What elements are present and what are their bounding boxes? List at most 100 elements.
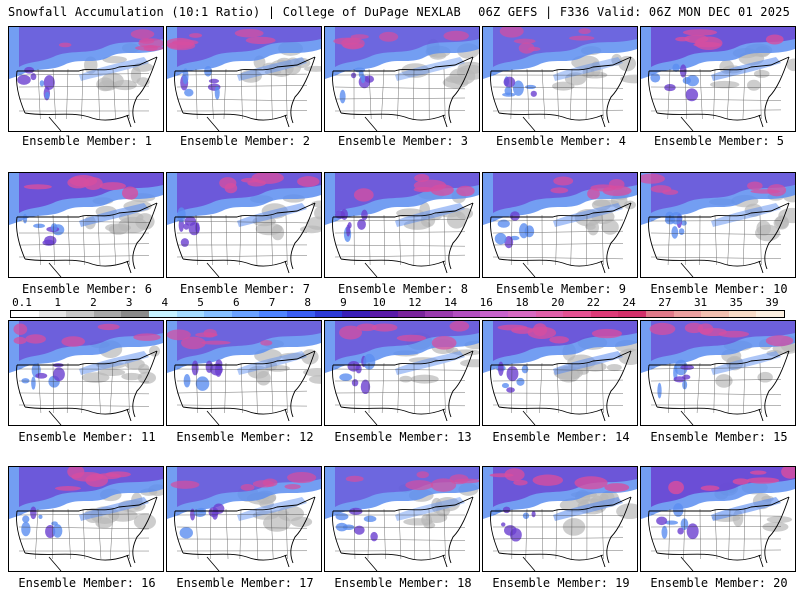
ensemble-member-map	[8, 320, 164, 426]
colorbar-tick-label: 22	[586, 296, 601, 309]
colorbar-segment	[756, 311, 785, 317]
colorbar-tick-label: 12	[408, 296, 422, 309]
ensemble-member-label: Ensemble Member: 13	[334, 430, 472, 444]
snowfall-map-icon	[167, 27, 321, 131]
colorbar-tick-label: 7	[268, 296, 276, 309]
ensemble-member-map	[640, 320, 796, 426]
colorbar-segment	[452, 311, 481, 317]
ensemble-member-map	[482, 320, 638, 426]
colorbar-segment	[673, 311, 702, 317]
ensemble-member-map	[482, 466, 638, 572]
ensemble-member-label: Ensemble Member: 1	[21, 134, 153, 148]
ensemble-member-map	[324, 26, 480, 132]
ensemble-member-map	[8, 466, 164, 572]
snowfall-map-icon	[9, 173, 163, 277]
snowfall-map-icon	[167, 321, 321, 425]
ensemble-member-map	[324, 172, 480, 278]
snowfall-map-icon	[325, 321, 479, 425]
snowfall-map-icon	[9, 467, 163, 571]
colorbar-labels: 0.1 1 2 3 4 5 6 7 8 9 10 12 14 16 18 20 22 24 27 31 35 39	[10, 296, 785, 309]
ensemble-member-map	[166, 26, 322, 132]
colorbar-segment	[480, 311, 508, 317]
colorbar-segment	[314, 311, 343, 317]
ensemble-member-label: Ensemble Member: 20	[650, 576, 788, 590]
colorbar-segment	[425, 311, 453, 317]
ensemble-member-label: Ensemble Member: 4	[495, 134, 627, 148]
ensemble-member-label: Ensemble Member: 10	[650, 282, 788, 296]
colorbar-segment	[149, 311, 177, 317]
ensemble-member-label: Ensemble Member: 19	[492, 576, 630, 590]
ensemble-member-map	[640, 172, 796, 278]
colorbar-tick-label: 6	[232, 296, 240, 309]
ensemble-member-label: Ensemble Member: 2	[179, 134, 311, 148]
colorbar-segment	[231, 311, 260, 317]
colorbar-tick-label: 2	[90, 296, 97, 309]
colorbar-segment	[535, 311, 564, 317]
snowfall-map-icon	[641, 173, 795, 277]
run-info: 06Z GEFS | F336 Valid: 06Z MON DEC 01 20…	[478, 5, 790, 19]
snowfall-map-icon	[167, 173, 321, 277]
colorbar-segment	[121, 311, 150, 317]
ensemble-member-map	[482, 26, 638, 132]
colorbar-tick-label: 0.1	[12, 296, 32, 309]
ensemble-member-label: Ensemble Member: 7	[179, 282, 311, 296]
ensemble-member-label: Ensemble Member: 15	[650, 430, 788, 444]
ensemble-member-label: Ensemble Member: 8	[337, 282, 469, 296]
colorbar-tick-label: 16	[479, 296, 493, 309]
colorbar-tick-label: 24	[622, 296, 636, 309]
colorbar-segment	[11, 311, 39, 317]
ensemble-member-map	[640, 26, 796, 132]
snowfall-map-icon	[483, 27, 637, 131]
colorbar-segment	[590, 311, 619, 317]
ensemble-member-map	[166, 466, 322, 572]
snowfall-map-icon	[167, 467, 321, 571]
ensemble-member-label: Ensemble Member: 6	[21, 282, 153, 296]
colorbar-tick-label: 35	[729, 296, 743, 309]
ensemble-member-label: Ensemble Member: 16	[18, 576, 156, 590]
ensemble-member-map	[8, 172, 164, 278]
colorbar-segment	[701, 311, 729, 317]
ensemble-member-label: Ensemble Member: 12	[176, 430, 314, 444]
colorbar-segment	[507, 311, 536, 317]
ensemble-member-label: Ensemble Member: 17	[176, 576, 314, 590]
map-title: Snowfall Accumulation (10:1 Ratio) | Col…	[8, 5, 461, 19]
snowfall-map-icon	[9, 27, 163, 131]
colorbar-segment	[176, 311, 205, 317]
colorbar-segment	[38, 311, 67, 317]
colorbar-tick-label: 27	[658, 296, 672, 309]
ensemble-member-label: Ensemble Member: 18	[334, 576, 472, 590]
ensemble-member-map	[324, 466, 480, 572]
colorbar-segment	[397, 311, 426, 317]
colorbar-tick-label: 31	[693, 296, 708, 309]
colorbar-segment	[204, 311, 232, 317]
colorbar-segment	[93, 311, 122, 317]
ensemble-member-label: Ensemble Member: 5	[653, 134, 785, 148]
colorbar-segment	[342, 311, 370, 317]
colorbar-segment	[646, 311, 674, 317]
colorbar-segment	[563, 311, 591, 317]
colorbar-segment	[259, 311, 288, 317]
snowfall-map-icon	[641, 321, 795, 425]
colorbar-tick-label: 3	[125, 296, 133, 309]
colorbar-tick-label: 18	[515, 296, 529, 309]
ensemble-member-map	[166, 172, 322, 278]
colorbar-tick-label: 10	[372, 296, 386, 309]
ensemble-member-label: Ensemble Member: 14	[492, 430, 630, 444]
colorbar-tick-label: 14	[443, 296, 458, 309]
ensemble-member-map	[482, 172, 638, 278]
colorbar-tick-label: 20	[551, 296, 565, 309]
colorbar-tick-label: 8	[304, 296, 312, 309]
colorbar-segment	[728, 311, 757, 317]
ensemble-member-label: Ensemble Member: 3	[337, 134, 469, 148]
ensemble-member-map	[640, 466, 796, 572]
snowfall-map-icon	[483, 173, 637, 277]
snowfall-map-icon	[325, 467, 479, 571]
colorbar-tick-label: 9	[340, 296, 347, 309]
snowfall-map-icon	[641, 27, 795, 131]
snowfall-map-icon	[9, 321, 163, 425]
colorbar-tick-label: 5	[197, 296, 204, 309]
snowfall-colorbar	[10, 310, 785, 318]
colorbar-segment	[618, 311, 647, 317]
ensemble-member-label: Ensemble Member: 11	[18, 430, 156, 444]
colorbar-segment	[287, 311, 315, 317]
